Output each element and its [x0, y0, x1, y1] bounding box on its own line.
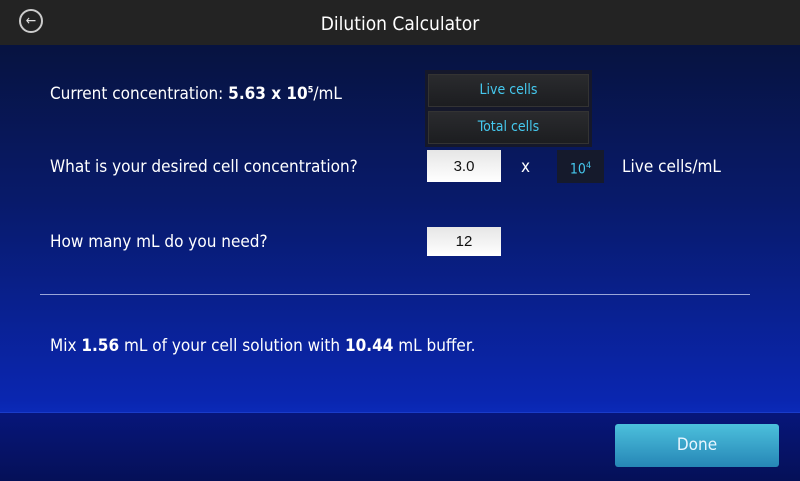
- desired-concentration-input[interactable]: [427, 150, 501, 182]
- divider: [40, 294, 750, 295]
- current-unit: /mL: [313, 84, 342, 104]
- result-text-part: mL of your cell solution with: [119, 336, 345, 356]
- times-symbol: x: [521, 157, 531, 177]
- desired-concentration-label: What is your desired cell concentration?: [50, 157, 358, 177]
- desired-unit: Live cells/mL: [622, 157, 721, 177]
- page-title: Dilution Calculator: [320, 13, 480, 35]
- volume-input[interactable]: [427, 227, 501, 256]
- exponent-power: 4: [585, 161, 592, 171]
- total-cells-button[interactable]: Total cells: [428, 111, 589, 144]
- exponent-selector-button[interactable]: 104: [557, 150, 604, 183]
- buffer-volume-value: 10.44: [344, 336, 394, 356]
- current-concentration-label: Current concentration:: [50, 84, 224, 104]
- current-concentration: Current concentration: 5.63 x 105/mL: [50, 84, 342, 104]
- cell-type-toggle: Live cells Total cells: [425, 70, 592, 147]
- cell-volume-value: 1.56: [81, 336, 120, 356]
- back-button[interactable]: ←: [19, 9, 43, 33]
- back-arrow-icon: ←: [25, 13, 37, 29]
- result-text-part: Mix: [50, 336, 82, 356]
- result-text-part: mL buffer.: [393, 336, 476, 356]
- result-text: Mix 1.56 mL of your cell solution with 1…: [50, 336, 475, 356]
- current-exponent: 5: [307, 85, 314, 96]
- live-cells-button[interactable]: Live cells: [428, 74, 589, 107]
- header-bar: [0, 0, 800, 45]
- exponent-base: 10: [569, 161, 586, 178]
- volume-label: How many mL do you need?: [50, 232, 268, 252]
- current-concentration-value: 5.63 x 10: [228, 84, 308, 104]
- done-button[interactable]: Done: [615, 424, 779, 467]
